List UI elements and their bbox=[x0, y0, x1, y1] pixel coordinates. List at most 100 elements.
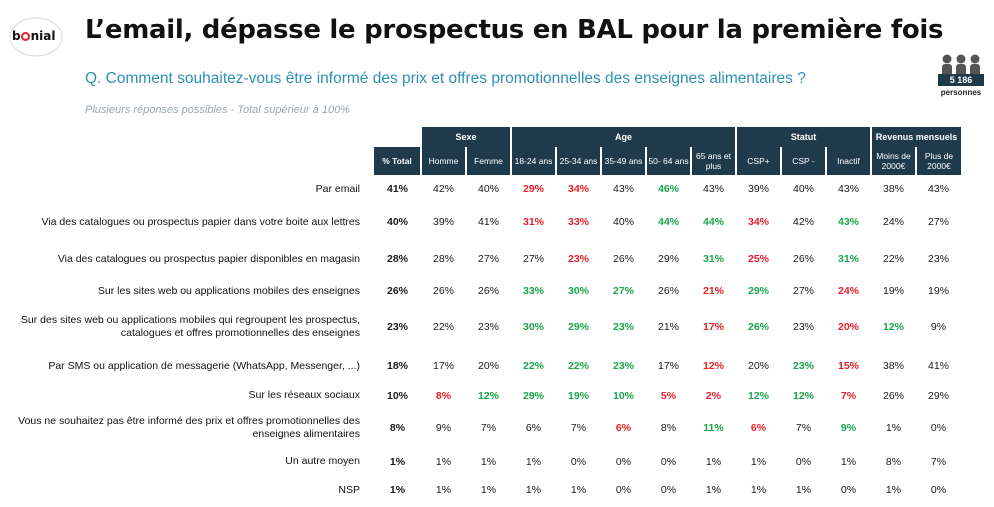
table-cell: 0% bbox=[795, 455, 812, 468]
table-cell: 31% bbox=[522, 216, 544, 228]
row-total: 23% bbox=[386, 321, 408, 333]
table-cell: 26% bbox=[432, 285, 454, 297]
table-cell: 30% bbox=[522, 321, 544, 333]
table-row: Sur les réseaux sociaux 10% 8% 12% 29% 19% 10%… bbox=[8, 383, 961, 408]
row-total: 18% bbox=[386, 360, 408, 372]
table-row: Sur des sites web ou applications mobile… bbox=[8, 305, 961, 349]
table-cell: 27% bbox=[612, 285, 634, 297]
table-cell: 30% bbox=[567, 285, 589, 297]
table-cell: 1% bbox=[525, 455, 542, 468]
table-cell: 17% bbox=[702, 321, 724, 333]
table-cell: 7% bbox=[795, 422, 812, 434]
row-label: Sur les réseaux sociaux bbox=[248, 389, 360, 401]
row-total: 28% bbox=[386, 253, 408, 265]
table-cell: 11% bbox=[703, 422, 724, 434]
survey-note: Plusieurs réponses possibles - Total sup… bbox=[85, 104, 350, 116]
table-cell: 22% bbox=[432, 321, 454, 333]
table-cell: 1% bbox=[885, 422, 902, 434]
row-total: 1% bbox=[389, 455, 406, 468]
column-header: CSP - bbox=[780, 147, 826, 175]
row-label: Sur les sites web ou applications mobile… bbox=[97, 284, 360, 297]
table-cell: 23% bbox=[567, 253, 589, 265]
table-cell: 23% bbox=[612, 321, 634, 333]
table-cell: 33% bbox=[522, 285, 544, 297]
table-cell: 43% bbox=[612, 183, 634, 195]
table-cell: 1% bbox=[750, 484, 767, 496]
row-label: Vous ne souhaitez pas être informé des p… bbox=[18, 415, 360, 440]
column-header: Plus de 2000€ bbox=[915, 147, 961, 175]
table-cell: 31% bbox=[837, 253, 859, 265]
table-cell: 7% bbox=[570, 422, 587, 434]
column-header: CSP+ bbox=[735, 147, 781, 175]
table-cell: 40% bbox=[612, 216, 634, 228]
table-cell: 42% bbox=[432, 183, 454, 195]
column-header: 65 ans et plus bbox=[690, 147, 736, 175]
table-cell: 29% bbox=[657, 253, 679, 265]
table-cell: 12% bbox=[792, 389, 814, 402]
table-cell: 23% bbox=[792, 360, 814, 372]
row-total: 8% bbox=[389, 422, 406, 434]
table-cell: 19% bbox=[927, 285, 949, 297]
table-cell: 29% bbox=[747, 285, 769, 297]
table-row: Un autre moyen 1% 1% 1% 1% 0% 0% 0% 1% 1% 0% 1% 8% 7% bbox=[8, 448, 961, 475]
row-label: Via des catalogues ou prospectus papier … bbox=[57, 252, 360, 265]
table-cell: 26% bbox=[747, 321, 769, 333]
row-total: 1% bbox=[389, 484, 406, 496]
table-cell: 1% bbox=[795, 484, 812, 496]
table-cell: 2% bbox=[705, 389, 722, 402]
table-row: Via des catalogues ou prospectus papier … bbox=[8, 241, 961, 277]
table-cell: 33% bbox=[567, 216, 589, 228]
table-cell: 0% bbox=[930, 484, 947, 496]
table-cell: 26% bbox=[612, 253, 634, 265]
table-cell: 27% bbox=[927, 216, 949, 228]
table-cell: 1% bbox=[480, 484, 497, 496]
table-cell: 12% bbox=[702, 360, 724, 372]
group-header-revenus: Revenus mensuels bbox=[870, 127, 961, 147]
table-cell: 22% bbox=[882, 253, 904, 265]
table-cell: 25% bbox=[747, 253, 769, 265]
table-cell: 27% bbox=[792, 285, 814, 297]
table-cell: 6% bbox=[750, 422, 767, 434]
table-cell: 29% bbox=[567, 321, 589, 333]
table-row: Sur les sites web ou applications mobile… bbox=[8, 277, 961, 305]
group-header-statut: Statut bbox=[735, 127, 871, 147]
column-header: 35-49 ans bbox=[600, 147, 646, 175]
table-cell: 5% bbox=[660, 389, 677, 402]
table-cell: 17% bbox=[657, 360, 679, 372]
table-cell: 15% bbox=[837, 360, 859, 372]
table-cell: 38% bbox=[882, 360, 904, 372]
table-cell: 20% bbox=[477, 360, 499, 372]
table-cell: 1% bbox=[435, 455, 452, 468]
table-cell: 31% bbox=[702, 253, 724, 265]
row-total: 40% bbox=[386, 216, 408, 228]
row-label: Par SMS ou application de messagerie (Wh… bbox=[48, 359, 360, 372]
table-cell: 17% bbox=[432, 360, 454, 372]
table-cell: 43% bbox=[837, 183, 859, 195]
results-table: Sexe Age Statut Revenus mensuels % Total… bbox=[8, 127, 961, 505]
column-header: 25-34 ans bbox=[555, 147, 601, 175]
table-cell: 26% bbox=[882, 389, 904, 402]
table-cell: 22% bbox=[522, 360, 544, 372]
row-label: Via des catalogues ou prospectus papier … bbox=[41, 215, 360, 228]
row-total: 26% bbox=[386, 285, 408, 297]
table-row: Par SMS ou application de messagerie (Wh… bbox=[8, 349, 961, 383]
table-cell: 20% bbox=[837, 321, 859, 333]
table-cell: 9% bbox=[930, 321, 947, 333]
column-header: Inactif bbox=[825, 147, 871, 175]
column-header: 18-24 ans bbox=[510, 147, 556, 175]
table-cell: 24% bbox=[837, 285, 859, 297]
table-cell: 8% bbox=[435, 389, 452, 402]
table-cell: 1% bbox=[705, 455, 722, 468]
table-cell: 8% bbox=[885, 455, 902, 468]
table-cell: 6% bbox=[525, 422, 542, 434]
row-total: 10% bbox=[386, 389, 408, 402]
bonial-logo bbox=[9, 17, 63, 57]
column-header: 50- 64 ans bbox=[645, 147, 691, 175]
table-cell: 8% bbox=[660, 422, 677, 434]
table-cell: 0% bbox=[615, 484, 632, 496]
table-cell: 0% bbox=[930, 422, 947, 434]
survey-question: Q. Comment souhaitez-vous être informé d… bbox=[85, 70, 806, 87]
table-cell: 27% bbox=[477, 253, 499, 265]
table-cell: 29% bbox=[927, 389, 949, 402]
column-header: Femme bbox=[465, 147, 511, 175]
